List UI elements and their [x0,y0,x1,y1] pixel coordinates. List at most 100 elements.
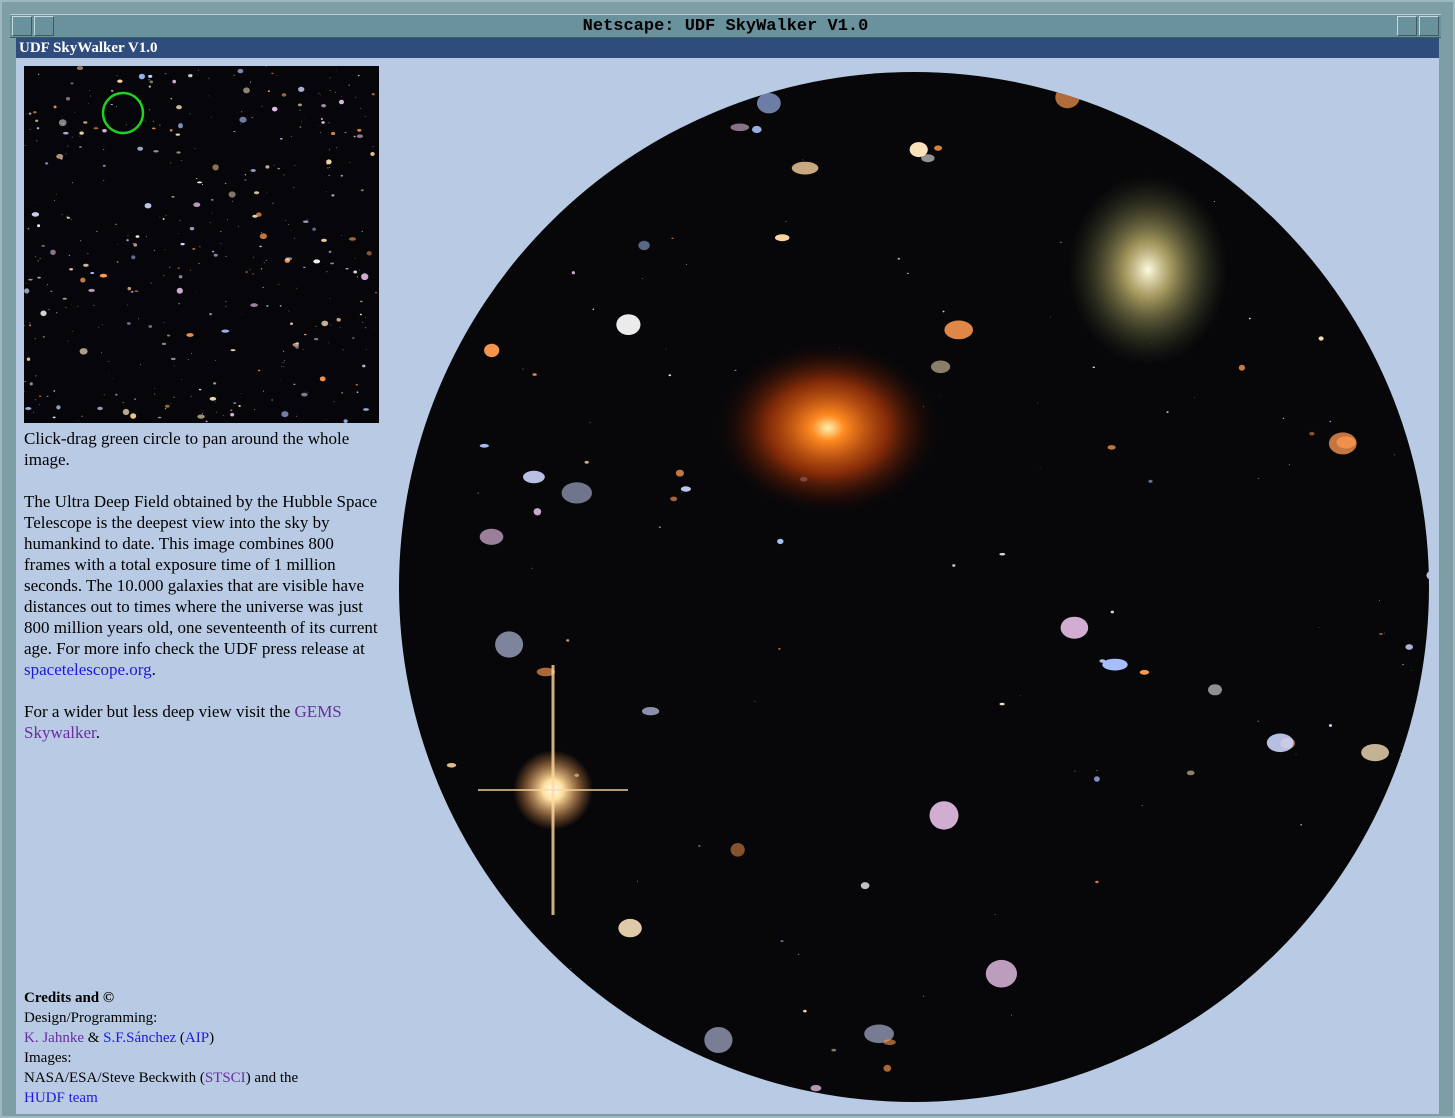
link[interactable]: HUDF team [24,1090,98,1106]
galaxy [35,119,39,122]
galaxy [670,496,678,502]
galaxy [1193,397,1195,398]
galaxy [148,79,150,81]
galaxy [477,492,479,494]
galaxy [261,105,263,107]
galaxy [681,491,683,493]
galaxy [354,258,356,259]
galaxy [1393,454,1395,456]
galaxy [353,135,356,138]
galaxy [1402,664,1404,666]
galaxy [319,132,322,133]
thumbnail-image[interactable] [24,66,379,423]
galaxy [159,124,161,126]
galaxy [215,360,216,361]
galaxy [279,305,282,307]
galaxy [299,109,301,111]
galaxy [36,140,38,142]
galaxy [165,404,170,408]
galaxy [1059,241,1062,243]
galaxy [76,66,84,71]
galaxy [24,391,25,393]
galaxy [319,94,321,96]
description: The Ultra Deep Field obtained by the Hub… [24,491,382,680]
zoom-view[interactable] [398,65,1438,1110]
galaxy [116,75,118,77]
galaxy [127,286,132,291]
galaxy [115,393,118,396]
galaxy [680,486,691,492]
galaxy [323,104,325,106]
galaxy [531,567,533,569]
galaxy [83,263,89,267]
link[interactable]: GEMS Skywalker [24,702,342,742]
galaxy [929,801,959,830]
galaxy [730,843,745,857]
galaxy [1020,695,1021,696]
galaxy [152,127,156,130]
galaxy [230,409,233,412]
galaxy [180,160,182,161]
galaxy [240,123,242,125]
window-stick-button[interactable] [34,16,54,36]
galaxy [24,325,26,326]
galaxy [349,162,351,163]
galaxy [29,322,31,324]
galaxy [446,763,457,768]
maximize-button[interactable] [1419,16,1439,36]
galaxy [934,145,943,151]
galaxy [46,395,49,397]
galaxy [355,384,359,386]
pan-circle[interactable] [101,91,145,135]
galaxy [331,194,335,197]
galaxy [301,121,303,122]
galaxy [339,99,344,105]
galaxy [1074,770,1076,772]
link[interactable]: K. Jahnke [24,1030,84,1046]
galaxy [194,148,196,149]
galaxy [352,337,355,339]
galaxy [362,364,366,368]
galaxy [1282,417,1285,420]
galaxy [198,388,202,391]
galaxy [178,303,181,305]
galaxy [171,196,175,198]
galaxy [754,700,756,702]
galaxy [152,120,155,122]
galaxy [103,394,105,396]
window-menu-button[interactable] [12,16,32,36]
galaxy [279,138,283,140]
galaxy [215,401,216,403]
link[interactable]: STSCI [204,1070,246,1086]
link[interactable]: S.F.Sánchez [103,1030,177,1046]
galaxy [442,879,450,883]
galaxy [791,161,819,175]
wider-view: For a wider but less deep view visit the… [24,701,382,743]
galaxy [303,220,309,223]
minimize-button[interactable] [1397,16,1417,36]
galaxy [906,272,909,274]
galaxy [100,352,102,354]
galaxy [126,322,131,325]
galaxy [1281,96,1309,111]
galaxy [259,245,262,248]
galaxy [344,132,347,134]
galaxy [169,162,172,164]
galaxy [271,72,274,75]
link[interactable]: spacetelescope.org [24,660,152,679]
galaxy [126,304,128,306]
galaxy [285,257,293,261]
galaxy [294,165,296,166]
galaxy [1096,769,1098,771]
galaxy [637,880,638,882]
galaxy [985,959,1018,988]
galaxy [67,145,69,147]
galaxy [618,918,642,938]
galaxy [295,342,300,345]
galaxy [671,237,674,239]
galaxy [122,402,125,404]
galaxy [189,269,192,271]
galaxy [225,255,227,257]
galaxy [66,215,68,217]
link[interactable]: AIP [184,1030,210,1046]
